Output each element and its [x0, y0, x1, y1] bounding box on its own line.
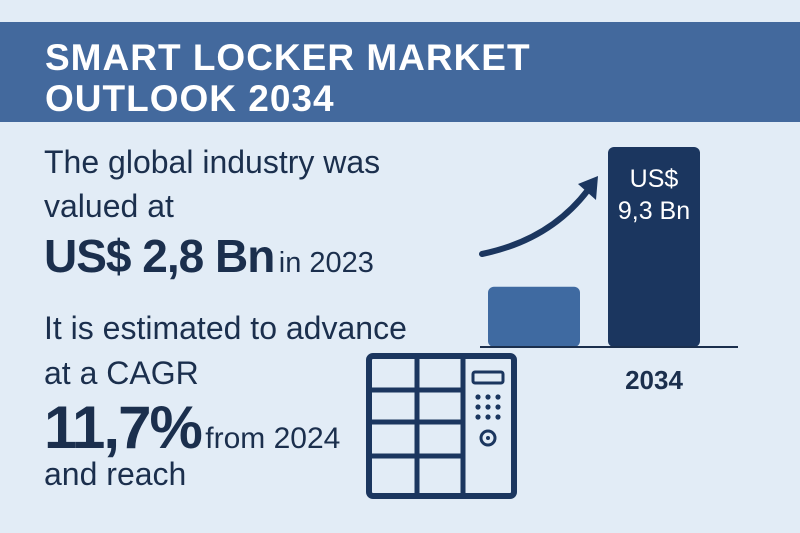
title-line-2: OUTLOOK 2034	[45, 78, 335, 119]
market-value-line: US$ 2,8 Bn in 2023	[44, 233, 374, 279]
cagr-from-year: from 2024	[205, 422, 341, 455]
intro-line-2: valued at	[44, 188, 174, 224]
keypad-icon	[471, 370, 505, 447]
cagr-line: 11,7% from 2024	[44, 398, 340, 458]
title-banner: SMART LOCKER MARKET OUTLOOK 2034	[0, 22, 800, 122]
forecast-line-3: and reach	[44, 456, 187, 492]
market-value: US$ 2,8 Bn	[44, 230, 275, 282]
growth-arrow-icon	[479, 176, 598, 257]
bar-data-label: US$	[630, 165, 679, 193]
forecast-line-1: It is estimated to advance	[44, 310, 407, 346]
bar-start	[488, 286, 580, 347]
intro-line-1: The global industry was	[44, 144, 381, 180]
bar-data-label: 9,3 Bn	[618, 197, 690, 225]
market-bar-chart: US$ 9,3 Bn 2034	[479, 147, 738, 390]
market-value-year: in 2023	[278, 247, 374, 279]
x-tick-label: 2034	[625, 365, 683, 390]
title-line-1: SMART LOCKER MARKET	[45, 37, 531, 78]
cagr-value: 11,7%	[44, 394, 203, 461]
bar-2034	[608, 147, 700, 347]
forecast-line-2: at a CAGR	[44, 355, 199, 391]
locker-icon	[366, 353, 517, 499]
